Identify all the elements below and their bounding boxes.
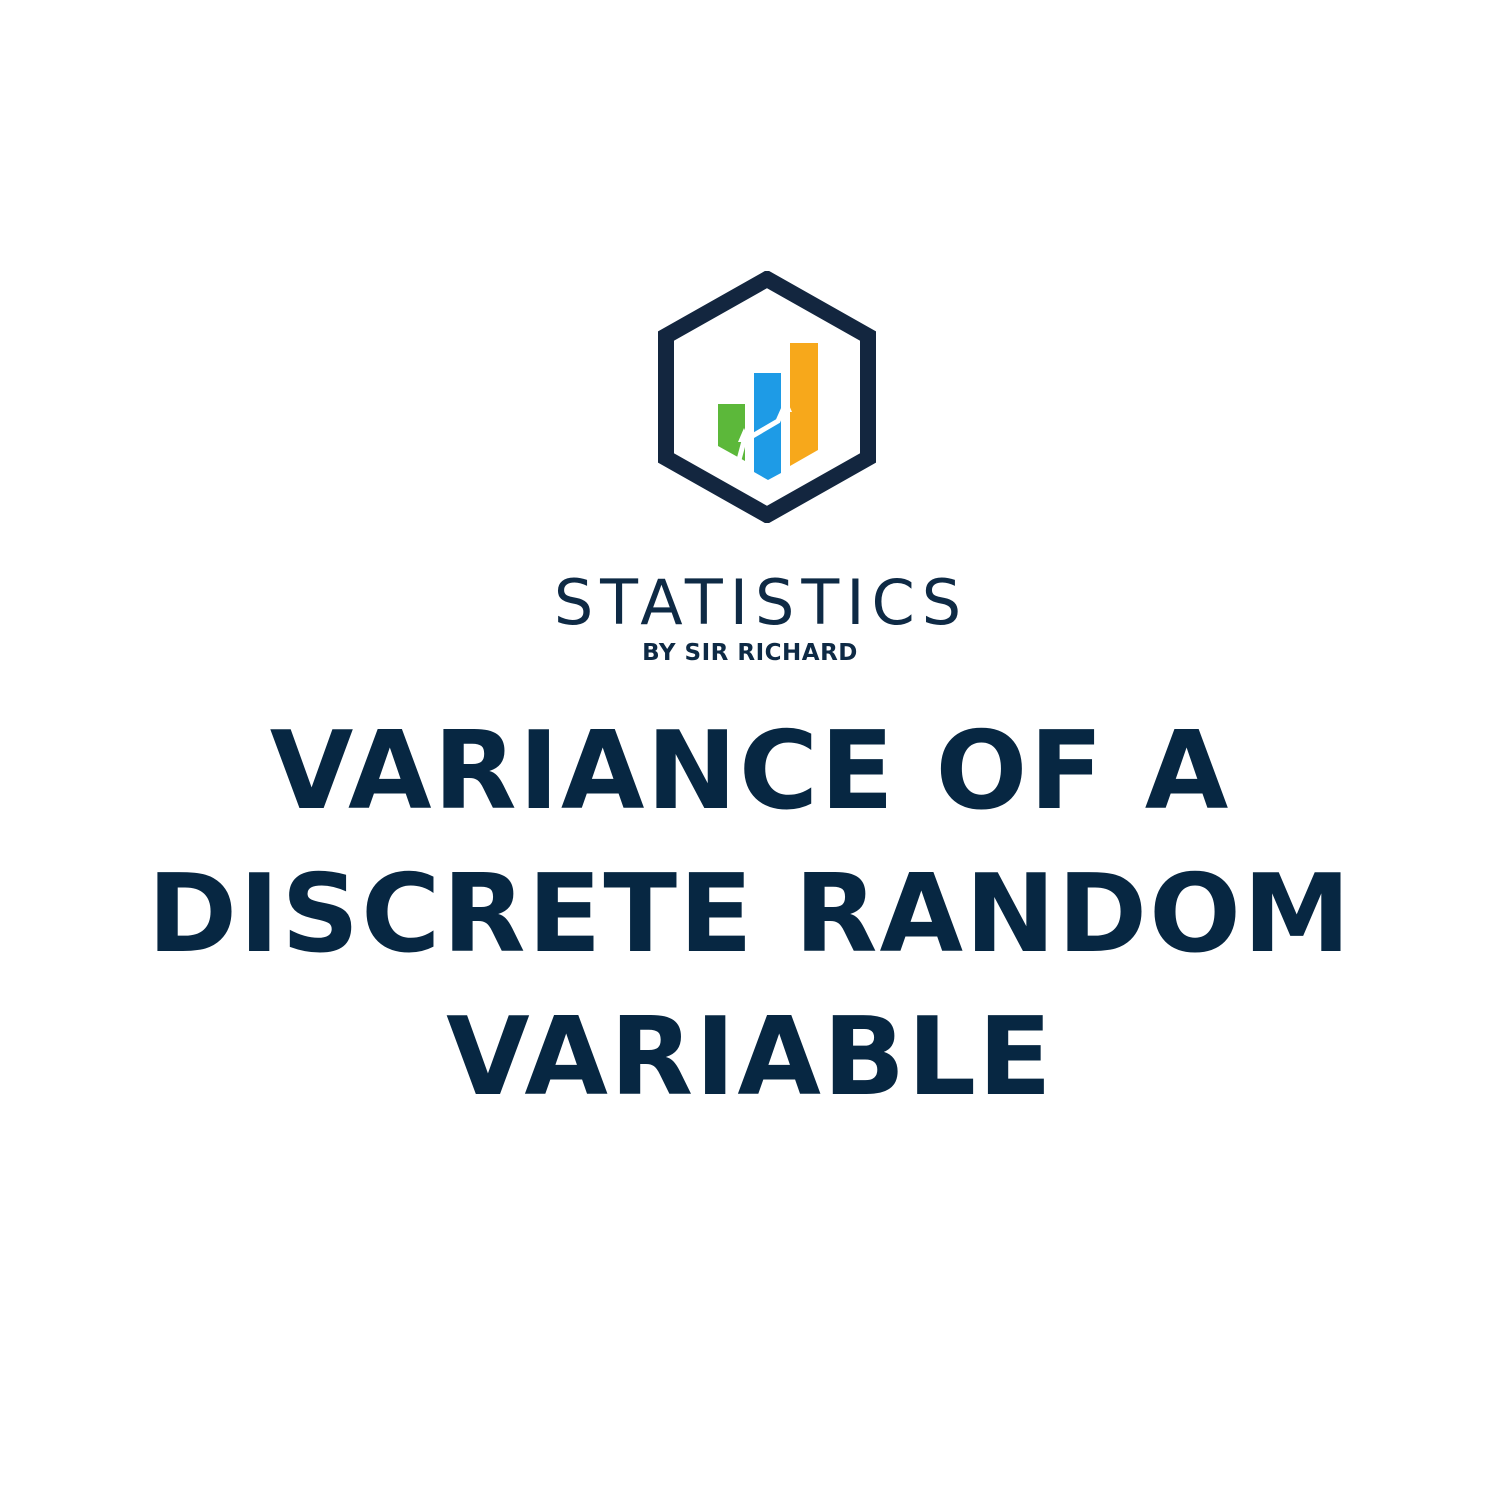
hexagon-bar-chart-icon [656, 271, 878, 523]
title-line-2: DISCRETE RANDOM [147, 852, 1353, 977]
page-title: VARIANCE OF A DISCRETE RANDOM VARIABLE [0, 700, 1500, 1129]
title-line-3: VARIABLE [446, 995, 1054, 1120]
brand-name: STATISTICS [553, 566, 969, 639]
brand-tagline: BY SIR RICHARD [642, 640, 858, 666]
title-line-1: VARIANCE OF A [269, 709, 1231, 834]
